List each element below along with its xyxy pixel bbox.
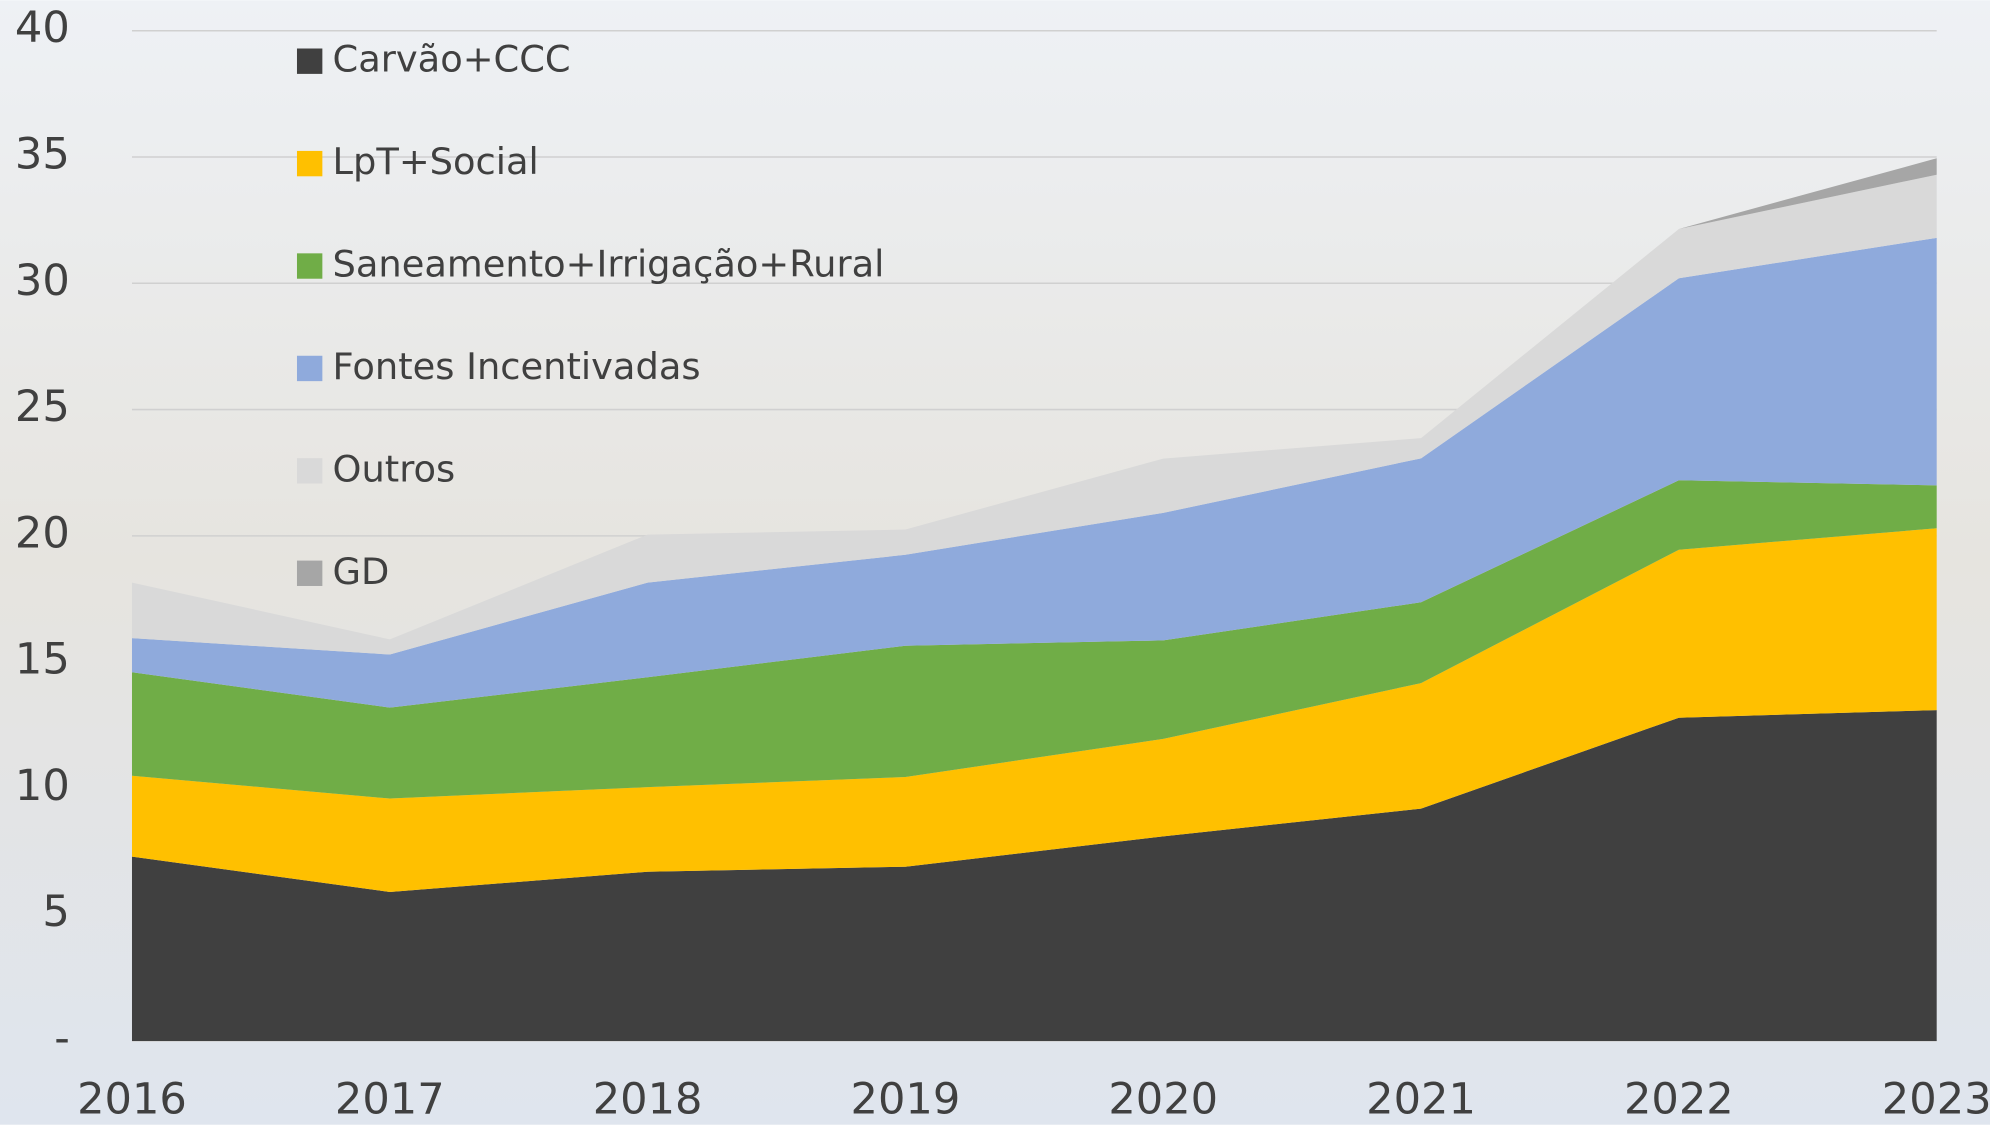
legend-swatch — [296, 48, 323, 74]
x-tick-label: 2023 — [1882, 1074, 1990, 1124]
y-tick-label: 30 — [15, 256, 70, 306]
area — [131, 237, 1937, 708]
y-tick-label: 35 — [15, 130, 70, 180]
y-tick-label: 15 — [15, 635, 70, 685]
legend-swatch — [296, 253, 323, 279]
legend-label: LpT+Social — [333, 140, 539, 183]
legend-label: GD — [333, 550, 390, 593]
legend-swatch — [296, 355, 323, 382]
area — [131, 480, 1937, 799]
x-tick-label: 2016 — [77, 1074, 187, 1124]
x-tick-label: 2019 — [851, 1074, 961, 1124]
y-tick-label: - — [54, 1013, 70, 1063]
legend-label: Carvão+CCC — [333, 38, 571, 81]
y-tick-label: 20 — [15, 508, 70, 558]
y-tick-label: 25 — [15, 382, 70, 432]
x-tick-label: 2017 — [335, 1074, 445, 1124]
y-tick-label: 10 — [15, 761, 70, 811]
legend-label: Saneamento+Irrigação+Rural — [333, 243, 885, 286]
legend-label: Fontes Incentivadas — [333, 345, 701, 388]
legend-swatch — [296, 150, 323, 177]
area — [131, 174, 1937, 655]
y-tick-label: 5 — [42, 887, 69, 937]
area — [131, 528, 1937, 892]
legend-label: Outros — [333, 447, 456, 490]
legend-swatch — [296, 458, 323, 484]
area — [131, 710, 1937, 1041]
x-tick-label: 2022 — [1624, 1074, 1734, 1124]
y-tick-label: 40 — [15, 3, 70, 53]
legend-swatch — [296, 560, 323, 586]
x-tick-label: 2021 — [1366, 1074, 1476, 1124]
x-tick-label: 2020 — [1108, 1074, 1218, 1124]
x-tick-label: 2018 — [593, 1074, 703, 1124]
